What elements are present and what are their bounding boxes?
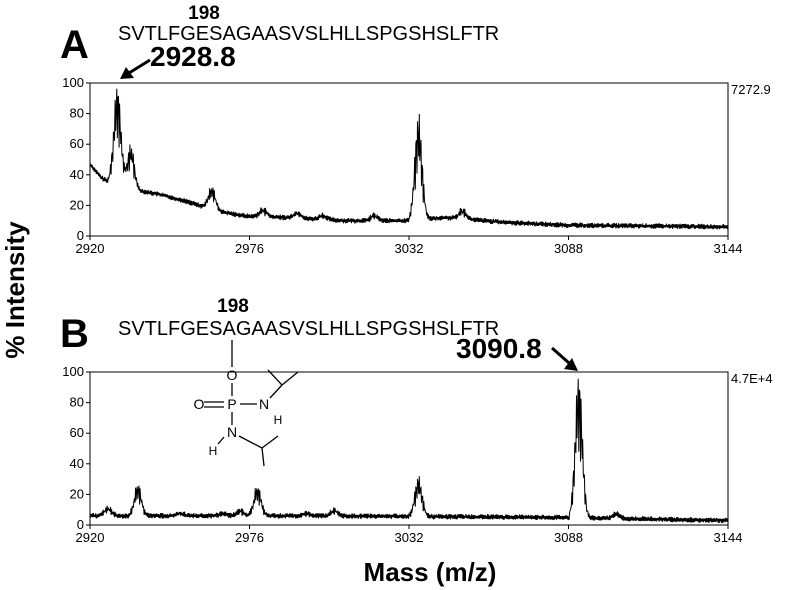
atom-p: P xyxy=(227,396,236,412)
x-tick-label: 3088 xyxy=(554,530,583,545)
y-tick-label: 100 xyxy=(62,364,84,379)
panel-b-letter: B xyxy=(60,312,89,356)
panel-a-frame xyxy=(89,82,729,237)
panel-b-plot: 0 20 40 60 80 100 2920 2976 3032 3088 3144 xyxy=(62,364,742,545)
bond-ch-me1 xyxy=(267,369,283,386)
y-tick-label: 0 xyxy=(77,517,84,532)
x-tick-label: 3032 xyxy=(395,241,424,256)
y-tick-label: 60 xyxy=(70,136,84,151)
y-tick-label: 20 xyxy=(70,197,84,212)
x-axis-title: Mass (m/z) xyxy=(364,557,497,587)
panel-a-peak-arrow xyxy=(120,58,151,79)
y-axis-title: % Intensity xyxy=(0,221,30,359)
y-tick-label: 80 xyxy=(70,106,84,121)
atom-h1: H xyxy=(274,413,283,427)
panel-b-peak-arrow xyxy=(551,346,578,371)
panel-b-max-intensity: 4.7E+4 xyxy=(731,371,773,386)
x-tick-label: 2920 xyxy=(76,241,105,256)
x-tick-label: 2976 xyxy=(235,241,264,256)
panel-b: B 198 SVTLFGESAGAASVSLHLLSPGSHSLFTR 3090… xyxy=(60,296,773,545)
bond-n2-ch xyxy=(238,435,263,449)
panel-a-sequence: SVTLFGESAGAASVSLHLLSPGSHSLFTR xyxy=(118,23,499,45)
panel-a-max-intensity: 7272.9 xyxy=(731,82,771,97)
y-tick-label: 40 xyxy=(70,167,84,182)
panel-a-axes: 0 20 40 60 80 100 2920 2976 3032 3088 3144 xyxy=(62,75,742,256)
atom-n2: N xyxy=(227,424,237,440)
x-tick-label: 2976 xyxy=(235,530,264,545)
panel-b-axes: 0 20 40 60 80 100 2920 2976 3032 3088 3144 xyxy=(62,364,742,545)
y-tick-label: 20 xyxy=(70,486,84,501)
y-tick-label: 60 xyxy=(70,425,84,440)
atom-o-ester: O xyxy=(227,367,238,383)
x-tick-label: 3088 xyxy=(554,241,583,256)
panel-a: A 198 SVTLFGESAGAASVSLHLLSPGSHSLFTR 2928… xyxy=(60,3,771,256)
y-tick-label: 40 xyxy=(70,456,84,471)
bond-ch2-me1 xyxy=(261,435,279,449)
panel-b-residue-number: 198 xyxy=(217,296,249,317)
bond-n1-ch xyxy=(269,384,283,399)
panel-a-plot: 0 20 40 60 80 100 2920 2976 3032 3088 3144 xyxy=(62,75,742,256)
atom-h2: H xyxy=(209,444,218,458)
panel-b-frame xyxy=(89,371,729,526)
panel-b-peak-label: 3090.8 xyxy=(456,333,542,364)
panel-a-peak-label: 2928.8 xyxy=(150,41,236,72)
x-tick-label: 2920 xyxy=(76,530,105,545)
x-tick-label: 3144 xyxy=(714,241,743,256)
atom-n1: N xyxy=(259,396,269,412)
bond-n2-h xyxy=(217,436,225,445)
panel-a-letter: A xyxy=(60,23,89,67)
phosphoramidate-structure xyxy=(204,340,299,467)
atom-o-double: O xyxy=(194,396,205,412)
x-tick-label: 3032 xyxy=(395,530,424,545)
panel-b-spectrum-trace xyxy=(89,378,729,523)
bond-ch2-me2 xyxy=(261,447,265,467)
x-tick-label: 3144 xyxy=(714,530,743,545)
panel-a-residue-number: 198 xyxy=(188,3,220,24)
bond-ch-me2 xyxy=(281,371,299,386)
y-tick-label: 100 xyxy=(62,75,84,90)
y-tick-label: 80 xyxy=(70,395,84,410)
panel-a-spectrum-trace xyxy=(89,88,729,230)
y-tick-label: 0 xyxy=(77,228,84,243)
panel-b-sequence: SVTLFGESAGAASVSLHLLSPGSHSLFTR xyxy=(118,318,499,340)
